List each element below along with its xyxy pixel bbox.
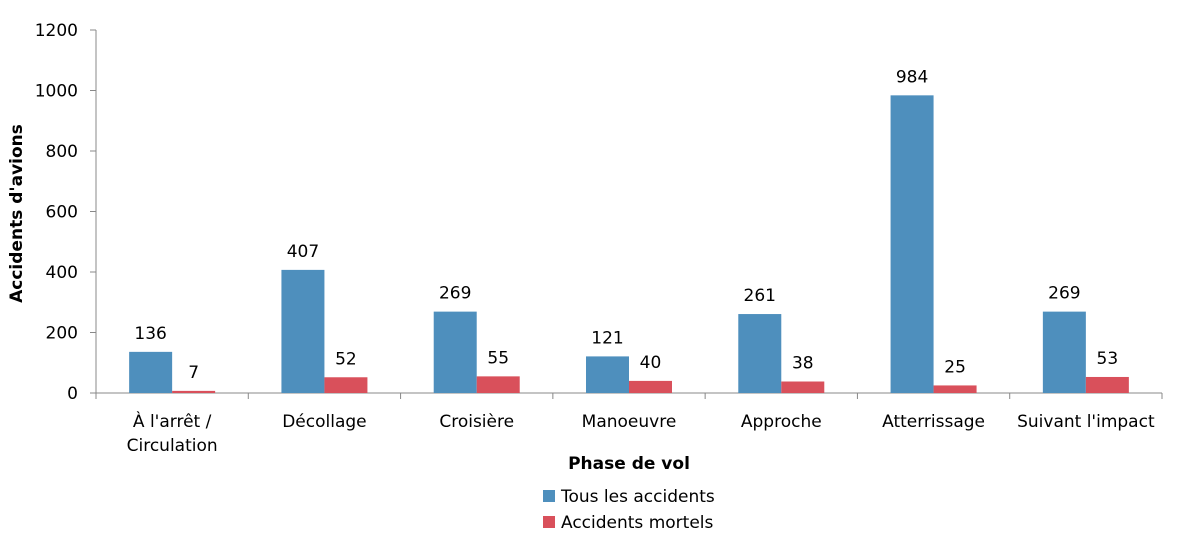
- y-tick-label: 1000: [35, 82, 78, 102]
- bar: [738, 314, 782, 393]
- x-category-label: Atterrissage: [882, 412, 985, 432]
- x-category-label: Croisière: [439, 412, 514, 432]
- x-category-label: Circulation: [127, 436, 218, 456]
- y-tick-label: 800: [46, 142, 78, 162]
- legend-label: Tous les accidents: [560, 487, 715, 507]
- data-label: 261: [744, 286, 776, 306]
- bar: [433, 311, 477, 393]
- bar: [1085, 376, 1129, 393]
- x-category-label: Décollage: [282, 412, 366, 432]
- bar: [586, 356, 629, 393]
- bar: [172, 390, 216, 393]
- bar: [1042, 311, 1086, 393]
- data-label: 269: [439, 284, 471, 304]
- bar: [629, 380, 672, 393]
- data-label: 984: [896, 67, 928, 87]
- data-label: 269: [1048, 284, 1080, 304]
- legend-label: Accidents mortels: [561, 513, 713, 533]
- data-label: 40: [640, 353, 662, 373]
- data-label: 136: [134, 324, 166, 344]
- y-tick-label: 1200: [35, 21, 78, 41]
- x-category-label: Manoeuvre: [582, 412, 677, 432]
- x-category-label: Suivant l'impact: [1017, 412, 1155, 432]
- bar: [129, 351, 173, 393]
- data-labels: 136 7 407 52 269 55 121 40 261 38 984 25 269 53: [134, 67, 1118, 383]
- legend-swatch: [543, 516, 555, 528]
- y-tick-label: 0: [67, 384, 78, 404]
- data-label: 25: [944, 357, 966, 377]
- x-axis-title: Phase de vol: [568, 454, 690, 474]
- bar: [476, 376, 520, 393]
- legend: Tous les accidents Accidents mortels: [543, 487, 715, 533]
- x-category-label: À l'arrêt /: [133, 410, 212, 432]
- x-axis: À l'arrêt / Circulation Décollage Croisière…: [95, 392, 1163, 456]
- data-label: 407: [287, 242, 319, 262]
- bar: [933, 385, 977, 393]
- bar: [890, 95, 934, 393]
- bars: [129, 95, 1129, 393]
- data-label: 7: [188, 363, 199, 383]
- y-tick-label: 600: [46, 203, 78, 223]
- data-label: 53: [1097, 349, 1119, 369]
- y-axis: 0 200 400 600 800 1000 1200: [35, 21, 97, 404]
- y-tick-label: 400: [46, 263, 78, 283]
- y-tick-label: 200: [46, 324, 78, 344]
- data-label: 52: [335, 349, 357, 369]
- bar: [324, 377, 368, 393]
- data-label: 121: [591, 328, 623, 348]
- bar: [781, 381, 825, 393]
- x-category-label: Approche: [741, 412, 822, 432]
- bar: [281, 269, 325, 393]
- data-label: 38: [792, 354, 814, 374]
- legend-swatch: [543, 490, 555, 502]
- data-label: 55: [487, 348, 509, 368]
- y-axis-title: Accidents d'avions: [7, 124, 27, 303]
